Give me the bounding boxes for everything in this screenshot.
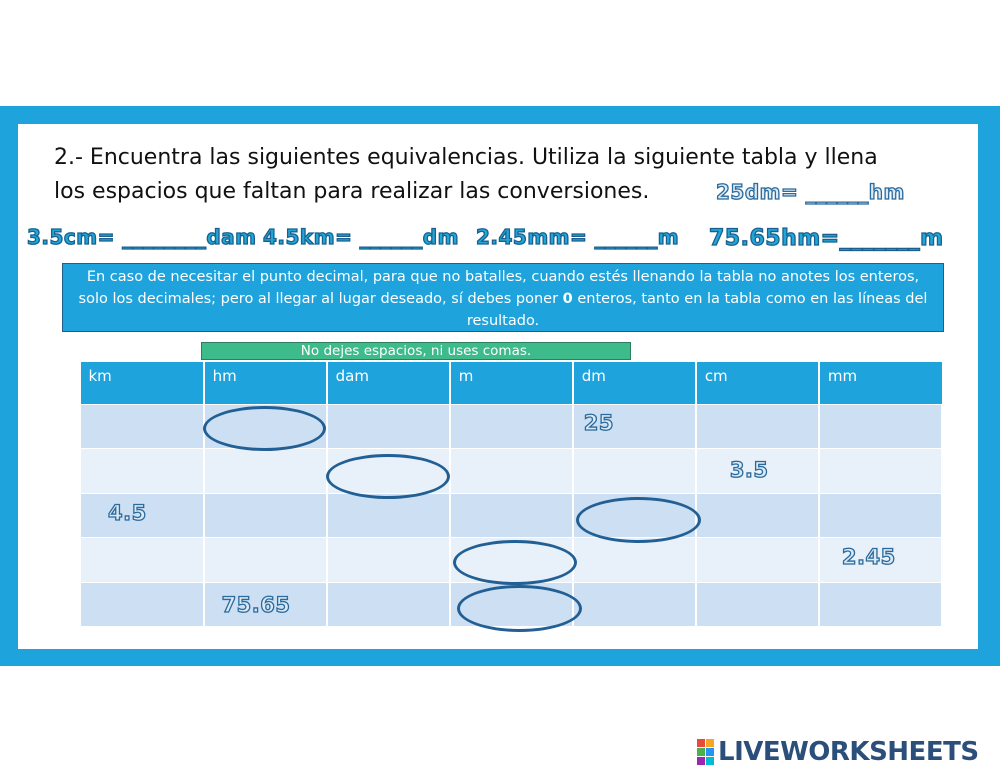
table-cell [203, 448, 328, 494]
table-cell [326, 581, 451, 627]
table-row: 4.5 [79, 492, 944, 538]
value-25: 25 [583, 410, 614, 435]
table-cell [818, 403, 944, 449]
equation-2-45mm: 2.45mm= ______m [475, 224, 680, 249]
table-cell [572, 581, 697, 627]
table-cell [326, 537, 451, 583]
header-km: km [80, 362, 205, 404]
table-cell [79, 403, 205, 449]
table-cell: 3.5 [695, 448, 820, 494]
table-cell: 75.65 [203, 581, 328, 627]
value-75-65: 75.65 [221, 592, 291, 617]
table-cell [572, 537, 697, 583]
answer-oval-dm[interactable] [576, 497, 701, 543]
conversion-table: km hm dam m dm cm mm 25 3.5 [79, 362, 944, 627]
table-cell [818, 448, 944, 494]
header-hm: hm [203, 362, 328, 404]
liveworksheets-logo-icon [697, 739, 714, 765]
table-cell [695, 403, 820, 449]
header-mm: mm [818, 362, 942, 404]
table-row: 75.65 [79, 581, 944, 627]
table-cell [449, 403, 574, 449]
equation-75-65hm: 75.65hm=_______m [708, 225, 944, 251]
answer-oval-hm[interactable] [203, 406, 326, 451]
liveworksheets-logo: LIVEWORKSHEETS [697, 737, 979, 767]
equation-4-5km: 4.5km= ______dm [262, 224, 459, 249]
question-text: 2.- Encuentra las siguientes equivalenci… [54, 141, 954, 209]
table-cell [79, 537, 205, 583]
answer-oval-m-2[interactable] [457, 585, 582, 632]
note-text-2: enteros, tanto en la tabla como en las l… [466, 291, 928, 329]
question-line-1: 2.- Encuentra las siguientes equivalenci… [54, 145, 878, 170]
question-line-2: los espacios que faltan para realizar la… [54, 179, 650, 204]
table-cell [326, 492, 451, 538]
table-cell [572, 448, 697, 494]
table-cell [79, 581, 205, 627]
header-dam: dam [326, 362, 451, 404]
equation-3-5cm: 3.5cm= ________dam [26, 224, 257, 249]
table-cell: 2.45 [818, 537, 944, 583]
table-cell [695, 581, 820, 627]
value-2-45: 2.45 [841, 544, 896, 569]
answer-oval-dam[interactable] [326, 454, 450, 499]
table-row: 2.45 [79, 537, 944, 583]
value-3-5: 3.5 [729, 457, 769, 482]
header-dm: dm [572, 362, 697, 404]
table-cell [79, 448, 205, 494]
table-cell: 4.5 [79, 492, 205, 538]
header-cm: cm [695, 362, 820, 404]
hint-banner: No dejes espacios, ni uses comas. [201, 342, 631, 360]
table-row: 3.5 [79, 448, 944, 494]
table-cell [695, 537, 820, 583]
note-text-1: En caso de necesitar el punto decimal, p… [78, 269, 920, 307]
header-m: m [449, 362, 574, 404]
liveworksheets-logo-text: LIVEWORKSHEETS [718, 737, 979, 767]
table-cell [695, 492, 820, 538]
answer-oval-m-1[interactable] [453, 540, 577, 585]
table-cell [203, 492, 328, 538]
table-cell: 25 [572, 403, 697, 449]
instruction-note: En caso de necesitar el punto decimal, p… [62, 263, 944, 332]
note-bold-zero: 0 [562, 291, 573, 307]
equation-25dm: 25dm= ______hm [715, 179, 905, 204]
table-header-row: km hm dam m dm cm mm [80, 362, 942, 404]
value-4-5: 4.5 [107, 500, 147, 525]
table-cell [449, 492, 574, 538]
table-cell [203, 537, 328, 583]
table-cell [818, 581, 944, 627]
table-cell [326, 403, 451, 449]
table-cell [449, 448, 574, 494]
table-cell [818, 492, 944, 538]
